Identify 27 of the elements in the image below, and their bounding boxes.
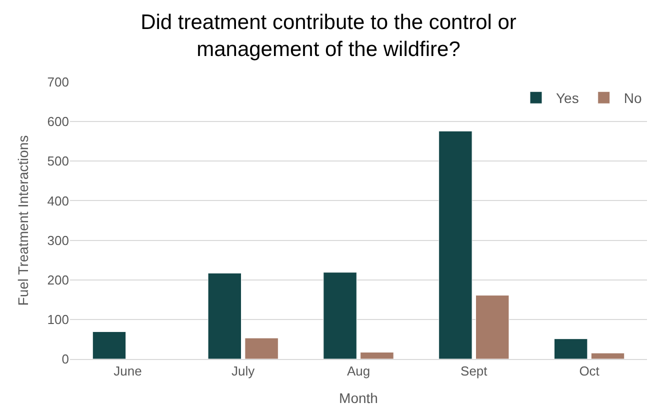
bar: [554, 338, 588, 359]
x-tick-label: June: [114, 364, 142, 379]
x-axis-title: Month: [339, 390, 378, 406]
bar: [476, 295, 510, 359]
bar: [590, 352, 625, 359]
y-tick-label: 100: [47, 312, 69, 327]
bar: [208, 272, 242, 359]
bar: [92, 331, 126, 359]
y-tick-label: 0: [62, 352, 69, 367]
y-tick-label: 500: [47, 154, 69, 169]
x-tick-label: July: [232, 364, 256, 379]
y-tick-label: 600: [47, 114, 69, 130]
bar: [438, 130, 472, 359]
bar: [323, 272, 357, 359]
bar: [360, 352, 394, 359]
y-tick-label: 200: [47, 272, 69, 288]
legend-label: Yes: [556, 90, 579, 106]
legend-label: No: [624, 90, 642, 106]
x-tick-label: Sept: [460, 364, 488, 379]
y-tick-label: 300: [47, 232, 69, 248]
chart-title: Did treatment contribute to the control or management of the wildfire?: [140, 10, 516, 62]
x-tick-label: Aug: [346, 364, 370, 379]
y-axis-title: Fuel Treatment Interactions: [14, 135, 31, 306]
x-tick-label: Oct: [579, 364, 600, 379]
bar: [244, 338, 278, 359]
y-tick-label: 400: [47, 193, 69, 208]
y-tick-label: 700: [47, 74, 69, 90]
